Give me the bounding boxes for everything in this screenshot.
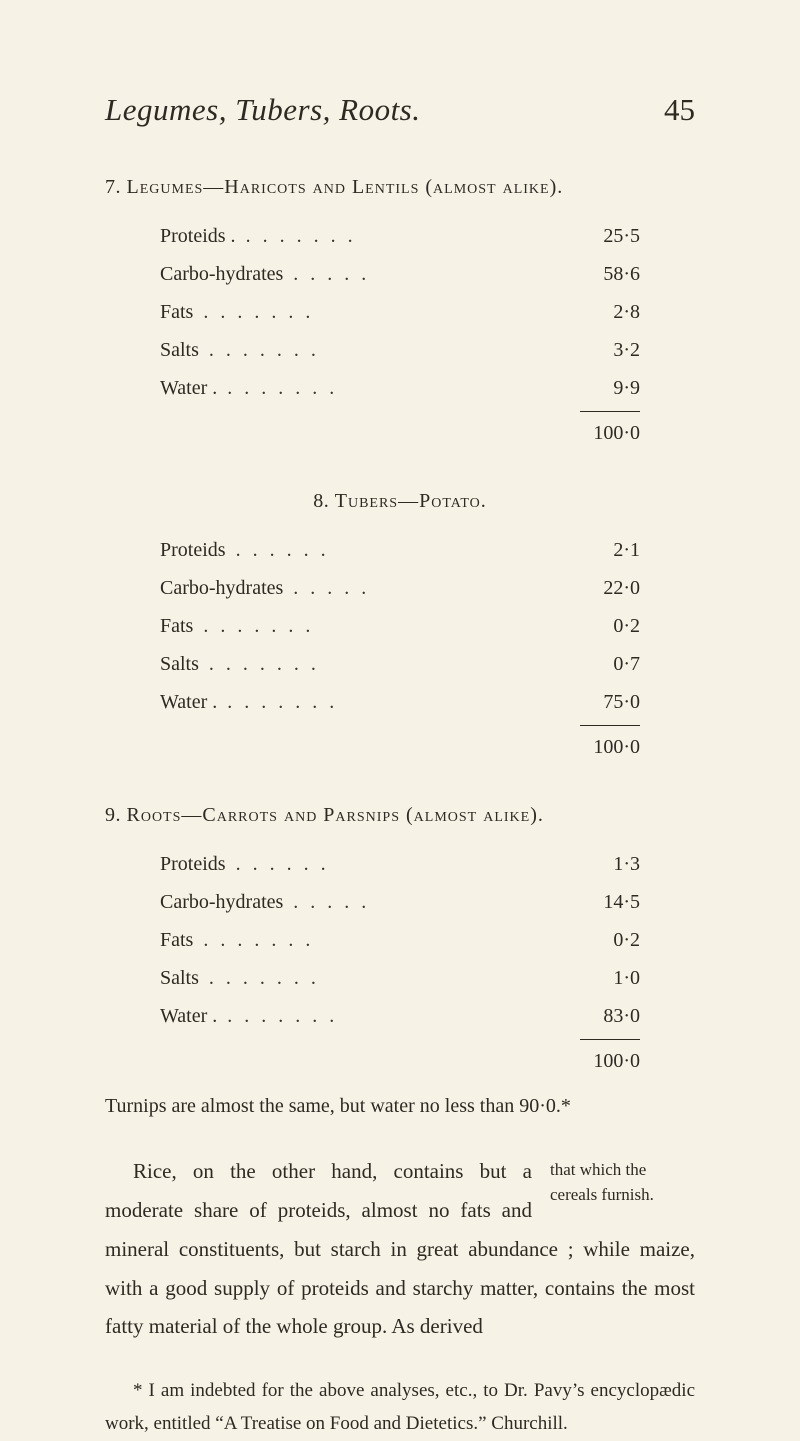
table-row: Proteids ...... 1·3	[160, 845, 640, 883]
leader-dots: .....	[293, 883, 570, 921]
table-row: Fats ....... 0·2	[160, 921, 640, 959]
table-7: Proteids . ....... 25·5 Carbo-hydrates .…	[160, 217, 640, 452]
leader-dots: .......	[227, 997, 570, 1035]
row-value: 25·5	[580, 217, 640, 255]
table-row: Salts ....... 3·2	[160, 331, 640, 369]
gap	[105, 776, 695, 804]
row-value: 22·0	[580, 569, 640, 607]
leader-dots: .......	[246, 217, 570, 255]
section-caps-9: Roots—Carrots and Parsnips (almost alike…	[127, 804, 544, 826]
running-head: Legumes, Tubers, Roots. 45	[105, 92, 695, 128]
section-title-7: 7. Legumes—Haricots and Lentils (almost …	[105, 176, 695, 199]
total-value: 100·0	[580, 1042, 640, 1080]
table-row: Salts ....... 1·0	[160, 959, 640, 997]
total-value: 100·0	[580, 728, 640, 766]
total-rule	[580, 411, 640, 412]
section-caps-8: Tubers—Potato.	[335, 490, 487, 512]
row-label: Carbo-hydrates	[160, 569, 283, 607]
row-value: 14·5	[580, 883, 640, 921]
section-title-9: 9. Roots—Carrots and Parsnips (almost al…	[105, 804, 695, 827]
row-value: 1·3	[580, 845, 640, 883]
row-label: Proteids .	[160, 217, 236, 255]
section-number-7: 7.	[105, 176, 121, 198]
table-row: Carbo-hydrates ..... 14·5	[160, 883, 640, 921]
table-row: Carbo-hydrates ..... 58·6	[160, 255, 640, 293]
row-value: 58·6	[580, 255, 640, 293]
turnips-note: Turnips are almost the same, but water n…	[105, 1090, 695, 1122]
total-rule	[580, 1039, 640, 1040]
leader-dots: .....	[293, 255, 570, 293]
leader-dots: .......	[209, 331, 570, 369]
section-number-9: 9.	[105, 804, 121, 826]
table-row: Fats ....... 0·2	[160, 607, 640, 645]
row-label: Proteids	[160, 531, 226, 569]
footnote-text: * I am indebted for the above analyses, …	[105, 1380, 695, 1434]
row-label: Water .	[160, 369, 217, 407]
row-label: Salts	[160, 645, 199, 683]
total-row: 100·0	[160, 1042, 640, 1080]
row-value: 1·0	[580, 959, 640, 997]
row-label: Fats	[160, 921, 193, 959]
section-number-8: 8.	[313, 490, 329, 512]
table-9: Proteids ...... 1·3 Carbo-hydrates .....…	[160, 845, 640, 1080]
gap	[105, 462, 695, 490]
row-label: Carbo-hydrates	[160, 883, 283, 921]
leader-dots: .......	[203, 921, 570, 959]
leader-dots: .......	[227, 683, 570, 721]
total-rule	[580, 725, 640, 726]
row-value: 9·9	[580, 369, 640, 407]
table-row: Water . ....... 83·0	[160, 997, 640, 1035]
row-label: Fats	[160, 293, 193, 331]
margin-sidenote: that which the cereals furnish.	[550, 1158, 695, 1207]
row-value: 2·8	[580, 293, 640, 331]
row-label: Fats	[160, 607, 193, 645]
table-row: Water . ....... 9·9	[160, 369, 640, 407]
row-value: 0·7	[580, 645, 640, 683]
leader-dots: .......	[227, 369, 570, 407]
section-title-8: 8. Tubers—Potato.	[105, 490, 695, 513]
page-number: 45	[664, 92, 695, 128]
leader-dots: .....	[293, 569, 570, 607]
page: Legumes, Tubers, Roots. 45 7. Legumes—Ha…	[0, 0, 800, 1419]
table-row: Water . ....... 75·0	[160, 683, 640, 721]
row-value: 3·2	[580, 331, 640, 369]
total-row: 100·0	[160, 728, 640, 766]
row-value: 2·1	[580, 531, 640, 569]
table-row: Proteids ...... 2·1	[160, 531, 640, 569]
leader-dots: .......	[203, 607, 570, 645]
section-caps-7: Legumes—Haricots and Lentils (almost ali…	[127, 176, 564, 198]
table-row: Fats ....... 2·8	[160, 293, 640, 331]
leader-dots: ......	[236, 531, 570, 569]
row-value: 0·2	[580, 607, 640, 645]
row-label: Carbo-hydrates	[160, 255, 283, 293]
table-row: Carbo-hydrates ..... 22·0	[160, 569, 640, 607]
table-row: Salts ....... 0·7	[160, 645, 640, 683]
row-value: 75·0	[580, 683, 640, 721]
table-row: Proteids . ....... 25·5	[160, 217, 640, 255]
row-label: Water .	[160, 683, 217, 721]
leader-dots: .......	[203, 293, 570, 331]
leader-dots: ......	[236, 845, 570, 883]
total-row: 100·0	[160, 414, 640, 452]
row-value: 83·0	[580, 997, 640, 1035]
footnote: * I am indebted for the above analyses, …	[105, 1374, 695, 1441]
total-value: 100·0	[580, 414, 640, 452]
body-paragraph: that which the cereals furnish. Rice, on…	[105, 1152, 695, 1346]
row-label: Water .	[160, 997, 217, 1035]
row-label: Salts	[160, 331, 199, 369]
row-label: Salts	[160, 959, 199, 997]
row-value: 0·2	[580, 921, 640, 959]
running-title: Legumes, Tubers, Roots.	[105, 92, 421, 128]
leader-dots: .......	[209, 645, 570, 683]
table-8: Proteids ...... 2·1 Carbo-hydrates .....…	[160, 531, 640, 766]
row-label: Proteids	[160, 845, 226, 883]
leader-dots: .......	[209, 959, 570, 997]
